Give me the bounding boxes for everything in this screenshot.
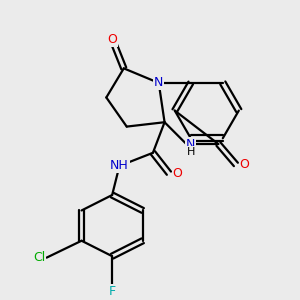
Text: N: N	[186, 138, 196, 151]
Text: O: O	[240, 158, 250, 171]
Text: NH: NH	[110, 159, 129, 172]
Text: F: F	[109, 286, 116, 298]
Text: N: N	[154, 76, 164, 89]
Text: H: H	[187, 147, 195, 157]
Text: Cl: Cl	[33, 251, 46, 264]
Text: O: O	[173, 167, 183, 180]
Text: O: O	[107, 33, 117, 46]
